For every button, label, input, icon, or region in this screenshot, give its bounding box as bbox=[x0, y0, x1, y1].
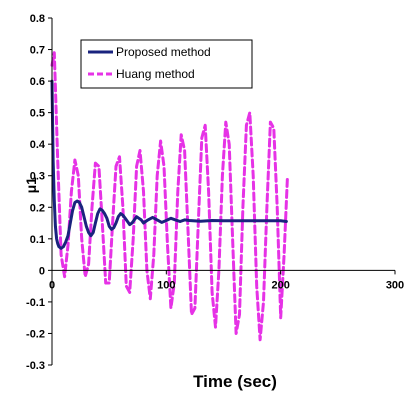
x-tick-label: 200 bbox=[271, 279, 289, 291]
series-line-huang bbox=[50, 51, 289, 342]
y-tick-label: 0.6 bbox=[30, 76, 45, 88]
y-tick-label: 0.5 bbox=[30, 108, 45, 120]
legend: Proposed method Huang method bbox=[80, 39, 253, 89]
y-ticks: 0.8 0.7 0.6 0.5 0.4 0.3 0.2 0.1 0 -0.1 -0.2 -0.3 bbox=[26, 13, 52, 372]
y-tick-label: 0.1 bbox=[30, 234, 45, 246]
x-tick-label: 300 bbox=[386, 279, 404, 291]
y-tick-label: 0.3 bbox=[30, 171, 45, 183]
y-tick-label: 0 bbox=[39, 265, 45, 277]
legend-label-huang: Huang method bbox=[116, 67, 195, 81]
x-ticks: 0 100 200 300 bbox=[49, 270, 404, 291]
x-tick-label: 100 bbox=[157, 279, 175, 291]
y-tick-label: 0.8 bbox=[30, 13, 45, 25]
axes-layer bbox=[51, 18, 395, 365]
series-line-proposed bbox=[50, 79, 288, 250]
y-tick-label: 0.2 bbox=[30, 202, 45, 214]
y-tick-label: 0.7 bbox=[30, 45, 45, 57]
x-axis-title: Time (sec) bbox=[193, 372, 277, 391]
legend-box bbox=[80, 39, 253, 89]
y-tick-label: -0.3 bbox=[26, 360, 45, 372]
x-tick-label: 0 bbox=[49, 279, 55, 291]
y-tick-label: 0.4 bbox=[30, 139, 46, 151]
y-axis-title: μ1 bbox=[23, 177, 39, 194]
y-tick-label: -0.2 bbox=[26, 328, 45, 340]
y-tick-label: -0.1 bbox=[26, 297, 45, 309]
legend-label-proposed: Proposed method bbox=[116, 45, 211, 59]
series-layer bbox=[50, 51, 289, 342]
